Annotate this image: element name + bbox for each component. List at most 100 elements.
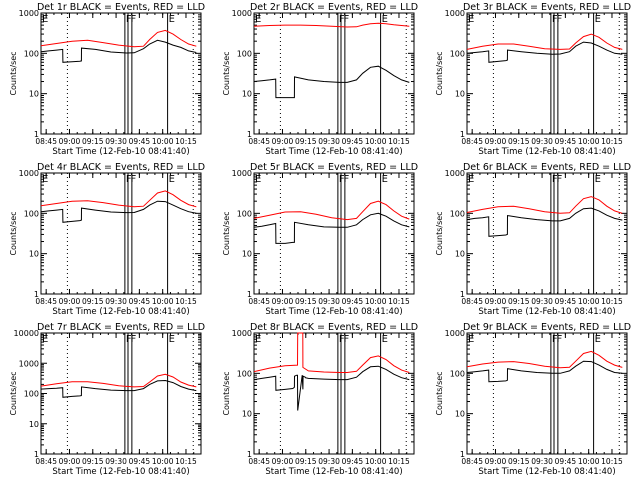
flag-marker-label: E xyxy=(595,334,601,345)
x-tick-label: 08:45 xyxy=(248,297,270,306)
x-tick-label: 09:00 xyxy=(485,137,507,146)
x-tick-label: 09:15 xyxy=(82,297,104,306)
series-line-lld xyxy=(40,29,197,48)
flag-marker-label: E xyxy=(382,174,388,185)
x-tick-label: 08:45 xyxy=(461,457,483,466)
y-tick-label: 1 xyxy=(247,130,252,139)
y-axis-label: Counts/sec xyxy=(9,51,18,95)
flag-marker-label: E xyxy=(42,14,48,25)
x-tick-label: 10:15 xyxy=(388,297,410,306)
x-tick-label: 09:45 xyxy=(342,137,364,146)
y-tick-label: 1 xyxy=(460,290,465,299)
x-tick-label: 09:00 xyxy=(272,297,294,306)
flag-marker-label: E xyxy=(468,174,474,185)
y-tick-label: 100 xyxy=(450,369,465,378)
x-tick-label: 09:45 xyxy=(342,297,364,306)
x-axis-label: Start Time (12-Feb-10 08:41:40) xyxy=(52,147,189,157)
x-axis-label: Start Time (12-Feb-10 08:41:40) xyxy=(478,307,615,317)
x-tick-label: 08:45 xyxy=(35,137,57,146)
chart-panel-3: Det 3r BLACK = Events, RED = LLD 1 10 100 10… xyxy=(435,2,631,157)
y-tick-label: 1000 xyxy=(445,329,465,338)
y-tick-label: 1000 xyxy=(232,329,252,338)
chart-title: Det 3r BLACK = Events, RED = LLD xyxy=(463,2,631,13)
flag-marker-label: E xyxy=(169,14,175,25)
x-tick-label: 09:00 xyxy=(59,297,81,306)
flag-marker-label: F xyxy=(557,334,563,345)
y-tick-label: 10 xyxy=(242,250,252,259)
flag-marker-label: F xyxy=(344,334,350,345)
series-line-events xyxy=(466,207,623,237)
y-tick-label: 1 xyxy=(460,130,465,139)
x-tick-label: 09:45 xyxy=(129,297,151,306)
x-tick-label: 09:30 xyxy=(105,297,127,306)
x-tick-label: 09:45 xyxy=(555,457,577,466)
flag-marker-label: F xyxy=(126,14,132,25)
flag-marker-label: E xyxy=(169,174,175,185)
x-tick-label: 09:00 xyxy=(59,137,81,146)
chart-title: Det 6r BLACK = Events, RED = LLD xyxy=(463,162,631,173)
series-line-events xyxy=(466,360,623,383)
y-tick-label: 10 xyxy=(455,90,465,99)
y-tick-label: 100 xyxy=(24,49,39,58)
flag-marker-label: F xyxy=(557,174,563,185)
flag-marker-label: F xyxy=(552,334,558,345)
x-tick-label: 10:00 xyxy=(578,457,600,466)
series-line-events xyxy=(253,212,410,244)
x-tick-label: 08:45 xyxy=(35,297,57,306)
plot-frame xyxy=(466,172,628,295)
x-tick-label: 08:45 xyxy=(461,137,483,146)
plot-frame xyxy=(253,12,415,135)
chart-title: Det 1r BLACK = Events, RED = LLD xyxy=(37,2,205,13)
x-axis-label: Start Time (12-Feb-10 08:41:40) xyxy=(52,307,189,317)
x-tick-label: 09:00 xyxy=(485,457,507,466)
flag-marker-label: F xyxy=(557,14,563,25)
x-axis-label: Start Time (12-Feb-10 08:41:40) xyxy=(478,147,615,157)
x-tick-label: 10:15 xyxy=(175,457,197,466)
x-tick-label: 09:00 xyxy=(59,457,81,466)
x-tick-label: 09:15 xyxy=(82,137,104,146)
x-tick-label: 09:15 xyxy=(508,457,530,466)
y-axis-label: Counts/sec xyxy=(222,371,231,415)
flag-marker-label: E xyxy=(595,14,601,25)
x-axis-label: Start Time (12-Feb-10 08:41:40) xyxy=(265,147,402,157)
flag-marker-label: F xyxy=(344,14,350,25)
y-tick-label: 100 xyxy=(237,369,252,378)
x-axis-label: Start Time (12-Feb-10 08:41:40) xyxy=(52,467,189,477)
flag-marker-label: F xyxy=(339,174,345,185)
series-line-lld xyxy=(40,190,197,208)
x-tick-label: 10:15 xyxy=(601,137,623,146)
y-axis-label: Counts/sec xyxy=(435,211,444,255)
flag-marker-label: E xyxy=(382,14,388,25)
flag-marker-label: F xyxy=(131,174,137,185)
plot-frame xyxy=(253,332,415,455)
plot-frame xyxy=(40,172,202,295)
series-line-lld xyxy=(253,22,410,28)
series-line-events xyxy=(466,41,623,63)
y-axis-label: Counts/sec xyxy=(222,211,231,255)
x-tick-label: 08:45 xyxy=(461,297,483,306)
x-axis-label: Start Time (12-Feb-10 08:41:40) xyxy=(265,467,402,477)
chart-panel-4: Det 4r BLACK = Events, RED = LLD 1 10 100 10… xyxy=(9,162,205,317)
y-tick-label: 10 xyxy=(29,90,39,99)
x-tick-label: 10:15 xyxy=(175,297,197,306)
y-axis-label: Counts/sec xyxy=(435,371,444,415)
y-tick-label: 1 xyxy=(34,290,39,299)
x-tick-label: 09:00 xyxy=(272,137,294,146)
flag-marker-label: E xyxy=(255,334,261,345)
y-tick-label: 100 xyxy=(237,209,252,218)
chart-title: Det 2r BLACK = Events, RED = LLD xyxy=(250,2,418,13)
y-tick-label: 10 xyxy=(242,90,252,99)
x-tick-label: 10:00 xyxy=(152,457,174,466)
chart-title: Det 8r BLACK = Events, RED = LLD xyxy=(250,322,418,333)
y-tick-label: 1000 xyxy=(19,169,39,178)
chart-panel-5: Det 5r BLACK = Events, RED = LLD 1 10 100 10… xyxy=(222,162,418,317)
x-axis-label: Start Time (12-Feb-10 08:41:40) xyxy=(265,307,402,317)
chart-panel-2: Det 2r BLACK = Events, RED = LLD 1 10 100 10… xyxy=(222,2,418,157)
x-tick-label: 09:30 xyxy=(105,457,127,466)
flag-marker-label: F xyxy=(131,14,137,25)
y-tick-label: 1000 xyxy=(232,169,252,178)
flag-marker-label: F xyxy=(552,14,558,25)
x-tick-label: 09:30 xyxy=(531,137,553,146)
flag-marker-label: E xyxy=(382,334,388,345)
y-tick-label: 1000 xyxy=(232,9,252,18)
